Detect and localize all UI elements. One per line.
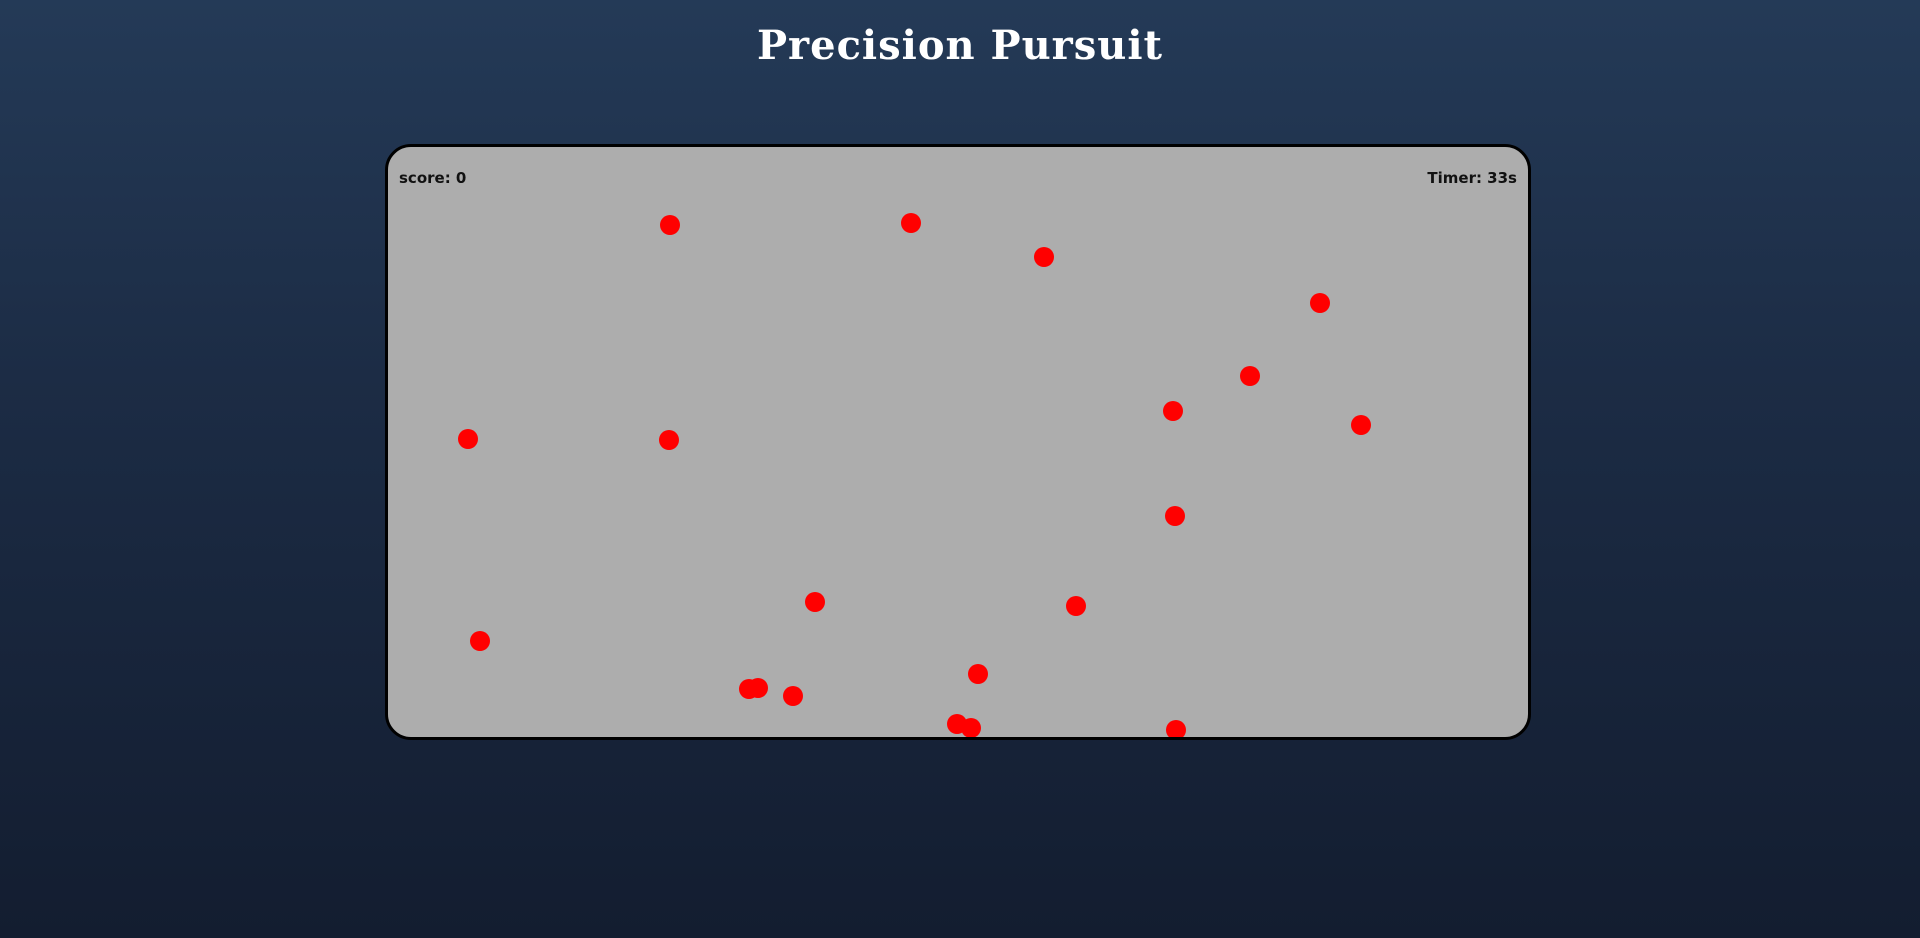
target[interactable]: [805, 592, 825, 612]
timer-display: Timer: 33s: [1427, 169, 1517, 187]
target[interactable]: [961, 718, 981, 737]
score-display: score: 0: [399, 169, 467, 187]
game-board[interactable]: score: 0 Timer: 33s: [385, 144, 1531, 740]
target[interactable]: [1240, 366, 1260, 386]
target[interactable]: [1066, 596, 1086, 616]
target[interactable]: [660, 215, 680, 235]
target[interactable]: [1166, 720, 1186, 737]
target[interactable]: [968, 664, 988, 684]
target[interactable]: [1351, 415, 1371, 435]
target[interactable]: [659, 430, 679, 450]
target[interactable]: [783, 686, 803, 706]
target[interactable]: [1163, 401, 1183, 421]
game-title: Precision Pursuit: [756, 22, 1164, 69]
target[interactable]: [1310, 293, 1330, 313]
target[interactable]: [1034, 247, 1054, 267]
target[interactable]: [1165, 506, 1185, 526]
target[interactable]: [748, 678, 768, 698]
target[interactable]: [901, 213, 921, 233]
target[interactable]: [458, 429, 478, 449]
target[interactable]: [470, 631, 490, 651]
